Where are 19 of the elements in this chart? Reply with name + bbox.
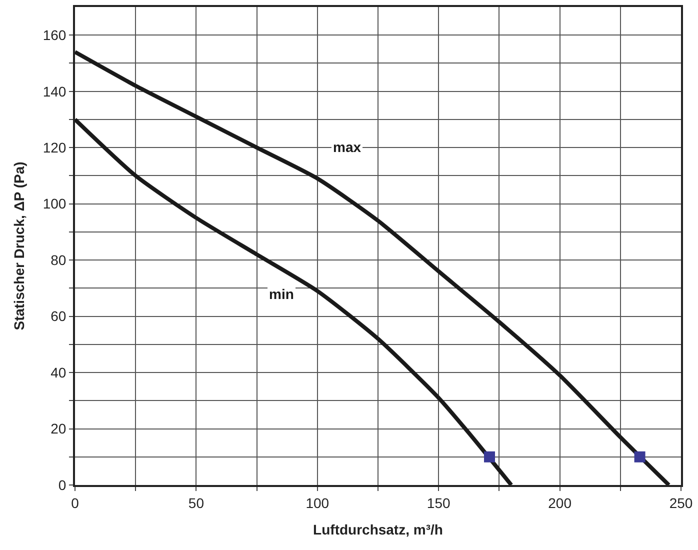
y-tick-label: 60 bbox=[50, 308, 66, 324]
y-tick-label: 20 bbox=[50, 420, 66, 437]
x-axis-title: Luftdurchsatz, m³/h bbox=[313, 522, 443, 538]
x-tick-label: 0 bbox=[71, 494, 80, 511]
series-label: min bbox=[269, 286, 294, 302]
y-axis-title: Statischer Druck, ΔP (Pa) bbox=[10, 162, 27, 330]
x-tick-label: 200 bbox=[548, 494, 572, 511]
text: max bbox=[333, 139, 362, 155]
y-tick-label: 140 bbox=[42, 83, 66, 100]
y-tick-label: 80 bbox=[50, 252, 66, 268]
x-tick-label: 100 bbox=[306, 494, 330, 511]
x-tick-label: 150 bbox=[426, 494, 450, 511]
x-tick-label: 250 bbox=[669, 494, 693, 511]
x-tick-label: 50 bbox=[188, 494, 204, 511]
y-tick-label: 0 bbox=[58, 476, 66, 493]
y-tick-label: 100 bbox=[42, 196, 66, 212]
y-tick-label: 160 bbox=[42, 27, 66, 44]
y-tick-label: 40 bbox=[50, 364, 66, 380]
y-tick-label: 120 bbox=[42, 139, 66, 156]
